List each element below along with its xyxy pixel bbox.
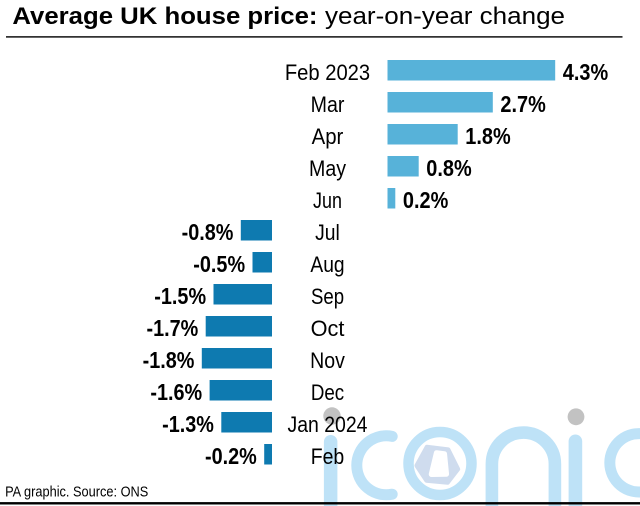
svg-text:0.8%: 0.8%: [426, 155, 471, 181]
svg-text:-0.5%: -0.5%: [193, 251, 245, 277]
svg-text:PA graphic. Source: ONS: PA graphic. Source: ONS: [5, 484, 148, 501]
svg-text:4.3%: 4.3%: [563, 59, 608, 85]
svg-text:0.2%: 0.2%: [403, 187, 448, 213]
svg-text:2.7%: 2.7%: [500, 91, 545, 117]
svg-text:-1.5%: -1.5%: [154, 283, 206, 309]
svg-text:-0.2%: -0.2%: [205, 443, 257, 469]
svg-text:Average UK house price:: Average UK house price:: [12, 3, 317, 30]
svg-text:Aug: Aug: [310, 252, 344, 277]
svg-text:-1.6%: -1.6%: [150, 379, 202, 405]
svg-text:Jan 2024: Jan 2024: [288, 412, 368, 437]
svg-text:-1.8%: -1.8%: [143, 347, 195, 373]
svg-text:May: May: [309, 156, 347, 181]
svg-text:-1.3%: -1.3%: [162, 411, 214, 437]
svg-text:Apr: Apr: [312, 124, 344, 149]
svg-text:year-on-year change: year-on-year change: [325, 3, 565, 30]
svg-text:Feb 2023: Feb 2023: [285, 60, 370, 85]
svg-text:Jul: Jul: [315, 220, 340, 245]
svg-text:Oct: Oct: [311, 316, 345, 341]
svg-text:Feb: Feb: [311, 444, 345, 469]
svg-text:Nov: Nov: [310, 348, 345, 373]
svg-text:1.8%: 1.8%: [465, 123, 510, 149]
svg-text:Mar: Mar: [311, 92, 345, 117]
svg-text:-1.7%: -1.7%: [147, 315, 199, 341]
svg-text:Jun: Jun: [313, 188, 342, 213]
svg-text:Dec: Dec: [311, 380, 344, 405]
svg-text:Sep: Sep: [311, 284, 344, 309]
svg-text:-0.8%: -0.8%: [182, 219, 234, 245]
